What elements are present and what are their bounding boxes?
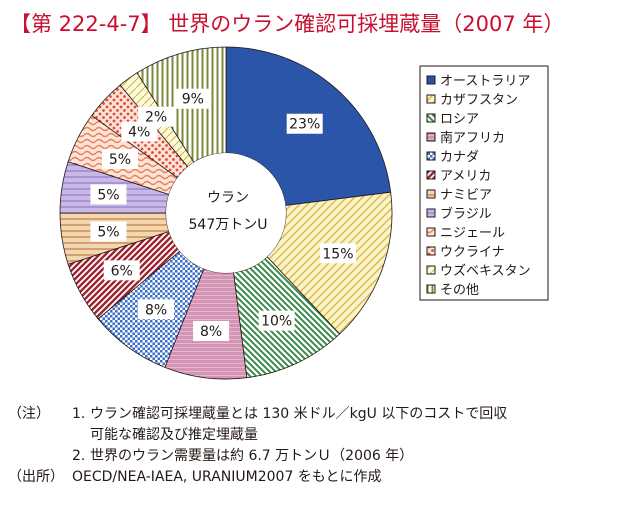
percent-label-bg (90, 184, 127, 205)
center-label-name: ウラン (207, 190, 249, 206)
legend-swatch (426, 189, 436, 199)
percent-label-bg (258, 310, 295, 331)
legend-label: 南アフリカ (440, 130, 505, 146)
legend-swatch (426, 94, 436, 104)
percent-label-bg (193, 321, 230, 342)
percent-label: 10% (261, 314, 292, 330)
legend-label: アメリカ (440, 169, 491, 184)
legend-swatch (426, 284, 436, 294)
pie-chart: 23%15%10%8%8%6%5%5%5%4%2%9% ウラン 547万トンU … (59, 46, 549, 380)
note-2: 2. 世界のウラン需要量は約 6.7 万トンＵ（2006 年） (8, 446, 507, 467)
percent-label: 9% (182, 92, 204, 108)
note-1-line-2: 可能な確認及び推定埋蔵量 (8, 425, 507, 446)
note-1-text: ウラン確認可採埋蔵量とは 130 米ドル／kgU 以下のコストで回収 (90, 406, 508, 422)
percent-label: 5% (97, 187, 119, 203)
percent-label-bg (101, 148, 138, 169)
percent-label: 6% (111, 263, 133, 279)
legend-label: ウクライナ (440, 245, 505, 260)
legend-label: ナミビア (440, 188, 492, 203)
legend-frame (419, 65, 549, 301)
percent-label: 4% (128, 125, 150, 141)
legend-swatch (426, 132, 436, 142)
percent-label-bg (138, 299, 175, 320)
source-text: OECD/NEA-IAEA, URANIUM2007 をもとに作成 (72, 469, 382, 485)
percent-label: 8% (145, 302, 167, 318)
note-2-number: 2. (72, 448, 86, 464)
note-2-text: 世界のウラン需要量は約 6.7 万トンＵ（2006 年） (90, 448, 414, 464)
source: （出所） OECD/NEA-IAEA, URANIUM2007 をもとに作成 (8, 467, 507, 488)
percent-label-bg (103, 260, 140, 281)
percent-label-bg (90, 221, 127, 242)
note-head: （注） (8, 406, 50, 422)
percent-label-bg (174, 88, 211, 109)
note-1-text-cont: 可能な確認及び推定埋蔵量 (90, 427, 258, 443)
donut-hole (166, 153, 286, 273)
percent-label: 15% (322, 246, 353, 262)
percent-label-bg (138, 106, 175, 127)
legend-label: その他 (440, 283, 479, 298)
percent-label-bg (286, 113, 323, 134)
percent-label: 2% (145, 110, 167, 126)
legend-swatch (426, 151, 436, 161)
legend-swatch (426, 75, 436, 85)
percent-label: 23% (289, 117, 320, 133)
legend-swatch (426, 227, 436, 237)
legend-label: ウズベキスタン (440, 263, 531, 279)
legend-label: カナダ (440, 150, 479, 165)
legend-swatch (426, 208, 436, 218)
legend-swatch (426, 265, 436, 275)
center-label-total: 547万トンU (189, 217, 268, 233)
legend-swatch (426, 170, 436, 180)
legend-label: ロシア (440, 112, 479, 127)
percent-label: 5% (109, 152, 131, 168)
percent-label-bg (319, 243, 356, 264)
legend-label: カザフスタン (440, 93, 518, 108)
legend-label: ニジェール (440, 226, 505, 241)
legend: オーストラリアカザフスタンロシア南アフリカカナダアメリカナミビアブラジルニジェー… (419, 65, 549, 301)
chart-title: 【第 222-4-7】 世界のウラン確認可採埋蔵量（2007 年） (10, 12, 565, 36)
legend-swatch (426, 113, 436, 123)
legend-label: オーストラリア (440, 74, 530, 89)
source-head: （出所） (8, 469, 64, 485)
notes: （注） 1. ウラン確認可採埋蔵量とは 130 米ドル／kgU 以下のコストで回… (8, 404, 507, 488)
note-1-number: 1. (72, 406, 86, 422)
legend-swatch (426, 246, 436, 256)
percent-labels: 23% 15% 10% 8% 8% 6% 5% 5% 5% 4%2% 9% (90, 88, 356, 342)
percent-label: 8% (200, 324, 222, 340)
note-1-line-1: （注） 1. ウラン確認可採埋蔵量とは 130 米ドル／kgU 以下のコストで回… (8, 404, 507, 425)
legend-label: ブラジル (440, 206, 492, 222)
percent-label: 5% (97, 225, 119, 241)
